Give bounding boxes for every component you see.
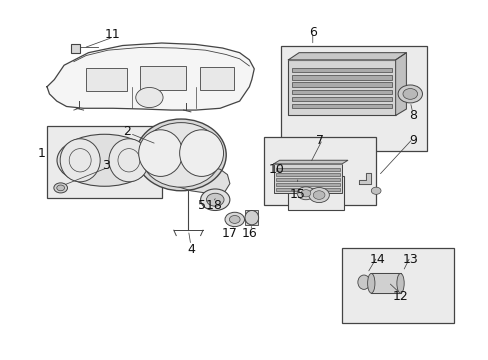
Polygon shape (370, 273, 400, 293)
Polygon shape (47, 43, 254, 110)
Bar (276, 178, 339, 181)
Text: 518: 518 (198, 199, 222, 212)
Text: 3: 3 (102, 159, 109, 172)
Bar (276, 188, 339, 191)
Circle shape (229, 216, 240, 224)
Bar (140, 66, 185, 90)
Text: 16: 16 (241, 227, 257, 240)
Bar (288, 60, 395, 116)
Circle shape (57, 185, 64, 191)
Circle shape (200, 189, 229, 211)
Ellipse shape (60, 139, 100, 182)
Text: 10: 10 (268, 163, 284, 176)
Polygon shape (288, 53, 406, 60)
Circle shape (206, 193, 224, 206)
Circle shape (402, 89, 417, 99)
Bar (292, 104, 391, 108)
Polygon shape (173, 166, 229, 194)
Text: 13: 13 (402, 253, 417, 266)
Bar (245, 211, 258, 225)
Text: 14: 14 (368, 253, 384, 266)
Circle shape (370, 187, 380, 194)
Polygon shape (395, 53, 406, 116)
Bar (199, 67, 233, 90)
Bar (273, 164, 341, 193)
Bar (47, 126, 161, 198)
Text: 2: 2 (123, 125, 131, 138)
Ellipse shape (136, 119, 226, 191)
Circle shape (297, 187, 314, 200)
Circle shape (301, 190, 310, 197)
Bar (71, 44, 80, 53)
Bar (86, 68, 127, 91)
Bar (292, 90, 391, 94)
Text: 4: 4 (186, 243, 194, 256)
Circle shape (308, 188, 329, 203)
Circle shape (136, 87, 163, 108)
Ellipse shape (179, 130, 223, 176)
Text: 11: 11 (105, 28, 121, 41)
Circle shape (397, 85, 422, 103)
Text: 1: 1 (37, 147, 45, 159)
Ellipse shape (141, 123, 221, 187)
Ellipse shape (109, 139, 149, 182)
Bar (292, 97, 391, 101)
Text: 7: 7 (315, 134, 324, 147)
Ellipse shape (57, 134, 152, 186)
Ellipse shape (160, 142, 170, 147)
Text: 12: 12 (392, 290, 407, 303)
Circle shape (54, 183, 67, 193)
Ellipse shape (139, 130, 182, 176)
Circle shape (313, 191, 325, 199)
Polygon shape (358, 173, 370, 184)
Text: 9: 9 (408, 134, 416, 147)
Bar (281, 45, 427, 151)
Bar (264, 137, 375, 205)
Bar (276, 173, 339, 176)
Bar (276, 183, 339, 186)
Circle shape (224, 212, 244, 226)
Bar (292, 68, 391, 72)
Polygon shape (273, 160, 347, 164)
Bar (341, 248, 453, 323)
Text: 8: 8 (408, 109, 416, 122)
Bar (288, 176, 344, 211)
Ellipse shape (367, 273, 374, 293)
Ellipse shape (396, 273, 404, 293)
Bar (276, 168, 339, 171)
Text: 6: 6 (308, 27, 316, 40)
Bar (292, 75, 391, 80)
Ellipse shape (244, 211, 258, 225)
Ellipse shape (357, 275, 369, 289)
Text: 17: 17 (222, 227, 237, 240)
Text: 15: 15 (288, 188, 305, 201)
Bar (292, 82, 391, 87)
